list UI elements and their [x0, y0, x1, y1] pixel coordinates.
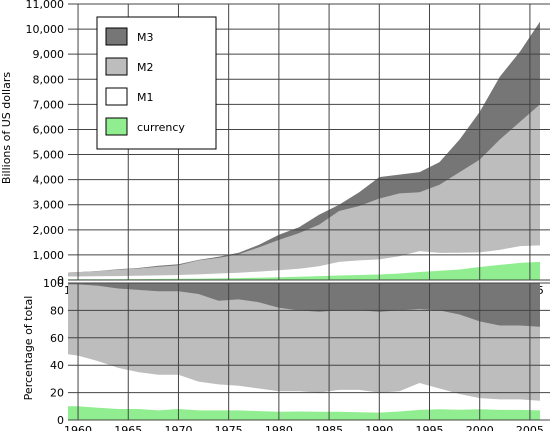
top-y-tick-label: 6,000	[33, 123, 65, 136]
money-supply-chart: 0 1,000 2,000 3,000 4,000 5,000 6,000 7,000 8,00…	[0, 0, 550, 297]
top-y-tick-label: 3,000	[33, 199, 65, 212]
bottom-y-tick-label: 40	[50, 359, 64, 372]
legend-label-m3: M3	[137, 31, 154, 44]
legend-swatch-currency	[105, 117, 128, 136]
bottom-y-tick-labels: 0 20 40 60 80 100	[43, 277, 64, 427]
bottom-y-tick-label: 0	[57, 414, 64, 427]
bottom-x-tick-label: 2000	[466, 424, 494, 431]
top-y-tick-label: 9,000	[33, 48, 65, 61]
bottom-y-tick-label: 20	[50, 387, 64, 400]
top-y-tick-label: 4,000	[33, 174, 65, 187]
legend-label-m2: M2	[137, 61, 154, 74]
bottom-x-tick-label: 1975	[215, 424, 243, 431]
top-y-axis-title: Billions of US dollars	[0, 72, 13, 184]
bottom-x-tick-label: 1960	[64, 424, 92, 431]
top-y-tick-label: 0	[57, 274, 64, 287]
bottom-area-m1	[68, 354, 540, 420]
top-y-tick-label: 7,000	[33, 98, 65, 111]
bottom-y-axis-title: Percentage of total	[22, 296, 35, 401]
legend-label-currency: currency	[137, 121, 185, 134]
percentage-chart: 0 20 40 60 80 100 1960 1965 1970 1975 1980 1985 199…	[22, 277, 550, 431]
legend: M3 M2 M1 currency	[96, 16, 217, 150]
bottom-y-tick-label: 80	[50, 304, 64, 317]
top-area-m1	[68, 245, 540, 280]
bottom-x-tick-label: 1985	[315, 424, 343, 431]
bottom-y-tick-label: 60	[50, 332, 64, 345]
legend-swatch-m2	[105, 57, 128, 76]
top-y-tick-label: 8,000	[33, 73, 65, 86]
bottom-area-currency	[68, 406, 540, 420]
top-y-tick-label: 10,000	[26, 23, 65, 36]
top-area-layers	[68, 21, 540, 281]
legend-swatch-m3	[105, 27, 128, 46]
top-y-tick-label: 1,000	[33, 249, 65, 262]
legend-swatch-m1	[105, 87, 128, 106]
bottom-x-tick-label: 1990	[365, 424, 393, 431]
top-y-tick-label: 11,000	[26, 0, 65, 11]
bottom-y-tick-label: 100	[43, 277, 64, 290]
bottom-x-tick-label: 1970	[164, 424, 192, 431]
top-area-currency	[68, 261, 540, 280]
top-y-tick-labels: 0 1,000 2,000 3,000 4,000 5,000 6,000 7,000 8,00…	[26, 0, 65, 287]
top-y-tick-label: 2,000	[33, 224, 65, 237]
top-gridlines	[68, 3, 550, 281]
bottom-x-tick-label: 1980	[265, 424, 293, 431]
bottom-x-tick-labels: 1960 1965 1970 1975 1980 1985 1990 1995 2000 2005	[64, 424, 544, 431]
legend-label-m1: M1	[137, 91, 154, 104]
top-y-tick-label: 5,000	[33, 149, 65, 162]
top-area-m2	[68, 104, 540, 281]
bottom-area-layers	[68, 283, 540, 420]
bottom-x-tick-label: 2005	[516, 424, 544, 431]
bottom-x-tick-label: 1995	[416, 424, 444, 431]
bottom-gridlines	[68, 282, 550, 421]
bottom-x-tick-label: 1965	[114, 424, 142, 431]
